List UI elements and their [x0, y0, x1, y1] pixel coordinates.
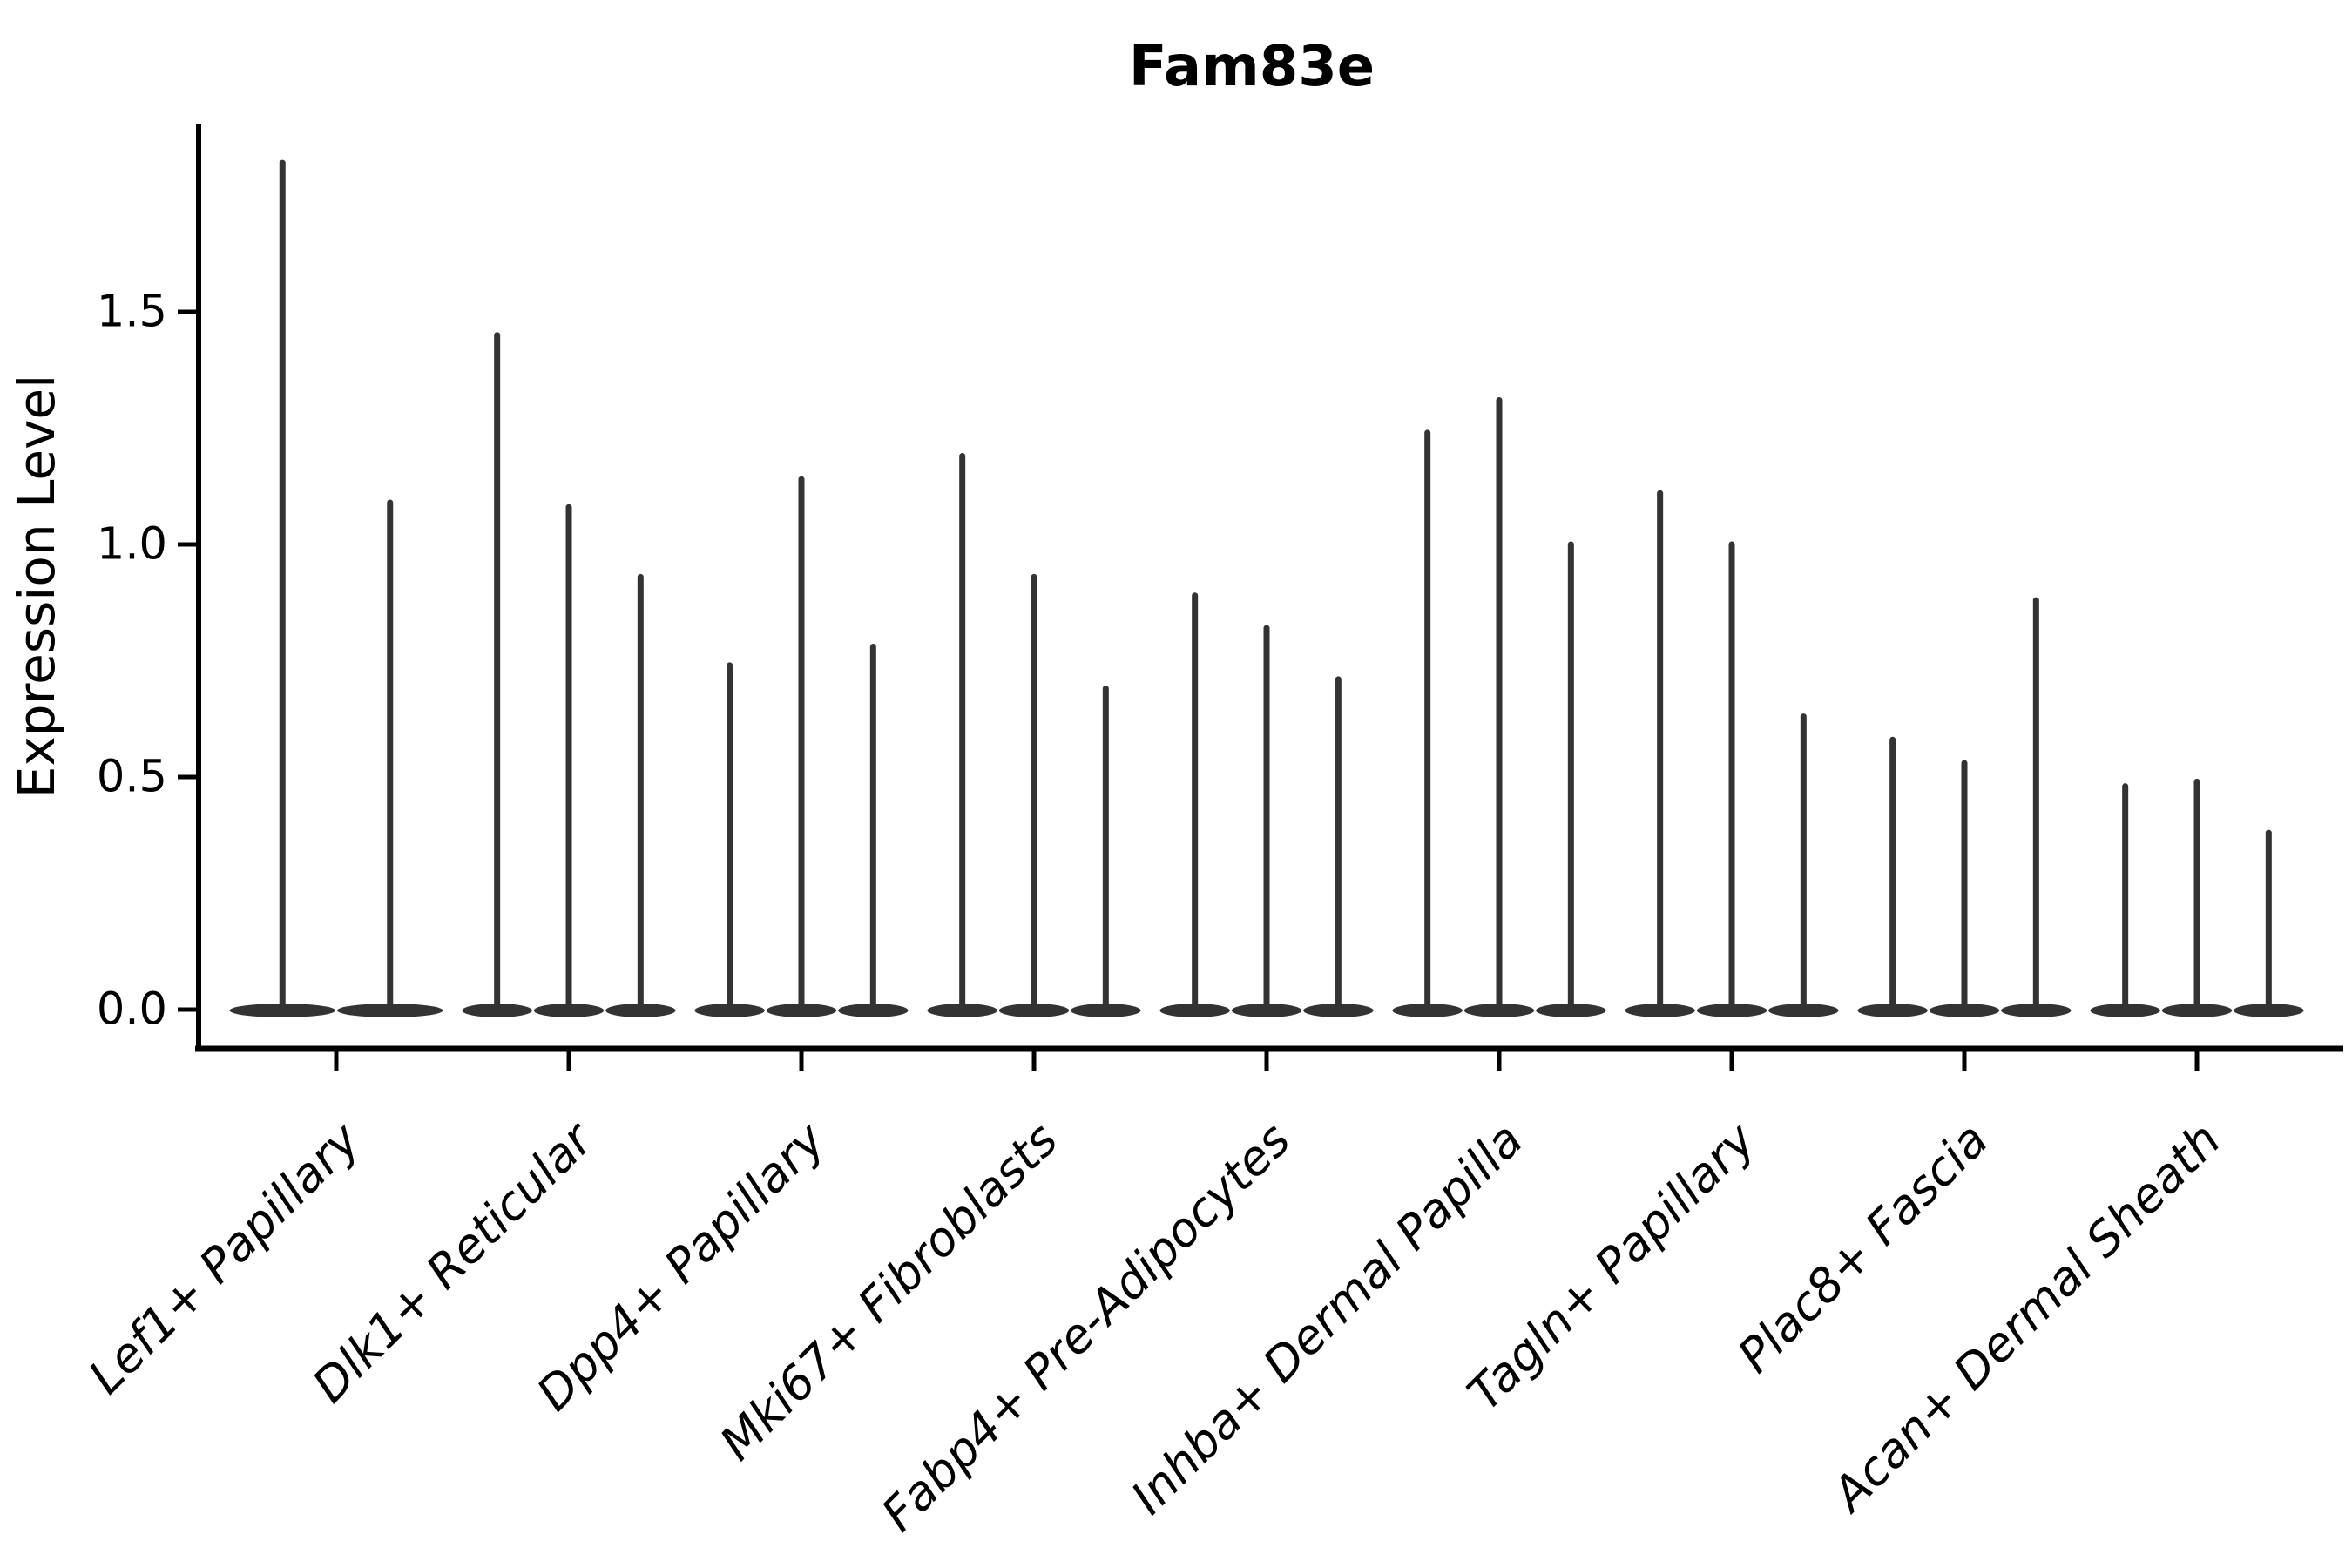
- violin-base: [1231, 1004, 1302, 1017]
- violin-base: [1392, 1004, 1463, 1017]
- violin-base: [2090, 1004, 2160, 1017]
- violin-base: [838, 1004, 909, 1017]
- violin-base: [229, 1004, 335, 1017]
- x-tick-label: Plac8+ Fascia: [1727, 1112, 1998, 1383]
- x-tick-label: Acan+ Dermal Sheath: [1820, 1112, 2231, 1524]
- violin-base: [605, 1004, 676, 1017]
- violin-base: [1696, 1004, 1767, 1017]
- violin-base: [1071, 1004, 1141, 1017]
- y-tick-label: 1.5: [97, 287, 167, 338]
- violin-base: [2161, 1004, 2233, 1017]
- violin-base: [927, 1004, 997, 1017]
- x-tick-label: Inhba+ Dermal Papilla: [1120, 1112, 1533, 1525]
- violin-base: [2001, 1004, 2072, 1017]
- y-tick-label: 1.0: [97, 519, 167, 571]
- violin-base: [2234, 1004, 2304, 1017]
- y-axis-label: Expression Level: [7, 375, 66, 798]
- y-tick-label: 0.5: [97, 752, 167, 803]
- violin-base: [1857, 1004, 1928, 1017]
- y-tick-label: 0.0: [97, 984, 167, 1036]
- violin-base: [1463, 1004, 1535, 1017]
- chart-title: Fam83e: [1129, 35, 1375, 99]
- violin-base: [694, 1004, 765, 1017]
- violin-base: [1625, 1004, 1695, 1017]
- violin-base: [1303, 1004, 1374, 1017]
- violin-base: [337, 1004, 443, 1017]
- violin-base: [1768, 1004, 1839, 1017]
- violin-base: [1536, 1004, 1606, 1017]
- violin-base: [533, 1004, 605, 1017]
- x-tick-label: Fabp4+ Pre-Adipocytes: [871, 1112, 1301, 1542]
- violin-base: [998, 1004, 1070, 1017]
- violin-base: [766, 1004, 837, 1017]
- violin-base: [1929, 1004, 2000, 1017]
- violin-base: [462, 1004, 532, 1017]
- violin-base: [1159, 1004, 1230, 1017]
